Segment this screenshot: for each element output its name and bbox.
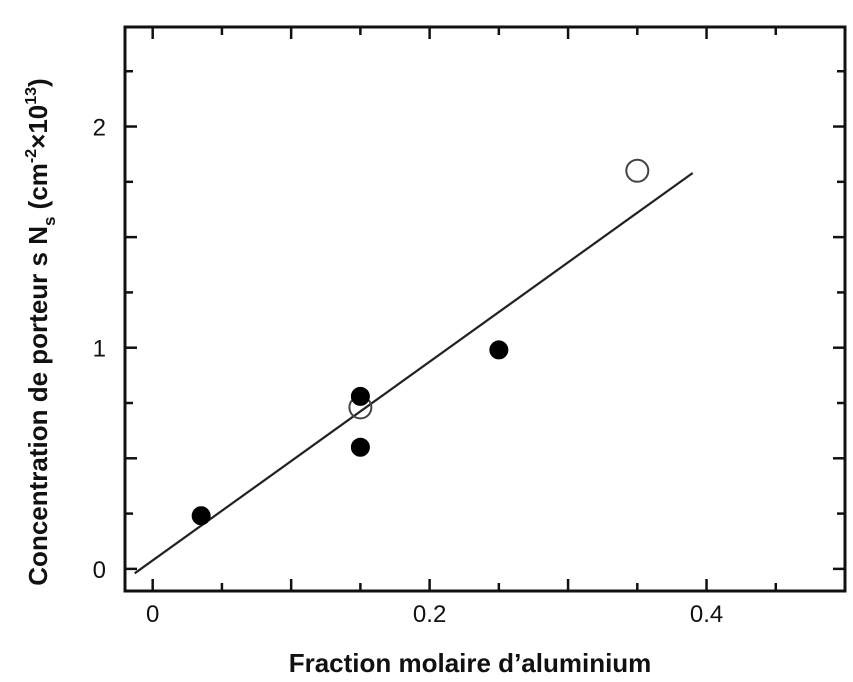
y-axis-title-unit-mid: ×10 <box>23 105 53 149</box>
filled-data-point <box>489 340 509 360</box>
y-tick-label: 0 <box>93 557 106 584</box>
y-axis-title-exp2: 13 <box>23 87 40 105</box>
filled-data-point <box>191 506 211 526</box>
x-tick-label: 0 <box>146 601 159 628</box>
open-data-point <box>625 158 650 183</box>
y-tick-labels: 0 1 2 <box>93 115 106 584</box>
y-tick-label: 2 <box>93 115 106 142</box>
axis-ticks <box>125 27 847 591</box>
trend-line <box>134 172 694 575</box>
data-points <box>191 158 650 526</box>
y-axis-title-unit-close: ) <box>23 78 53 87</box>
y-axis-title-exp: -2 <box>23 149 40 163</box>
y-axis-title-unit-open: (cm <box>23 163 53 216</box>
plot-frame <box>123 25 847 593</box>
y-axis-title-main: Concentration de porteur s N <box>23 226 53 586</box>
x-axis-title: Fraction molaire d’aluminium <box>289 648 652 678</box>
y-tick-label: 1 <box>93 336 106 363</box>
y-axis-title: Concentration de porteur s Ns (cm-2×1013… <box>23 78 59 585</box>
y-axis-title-subscript: s <box>40 217 59 226</box>
filled-data-point <box>350 386 370 406</box>
x-tick-label: 0.4 <box>690 601 723 628</box>
x-tick-label: 0.2 <box>413 601 446 628</box>
x-tick-labels: 0 0.2 0.4 <box>146 601 723 628</box>
filled-data-point <box>350 437 370 457</box>
